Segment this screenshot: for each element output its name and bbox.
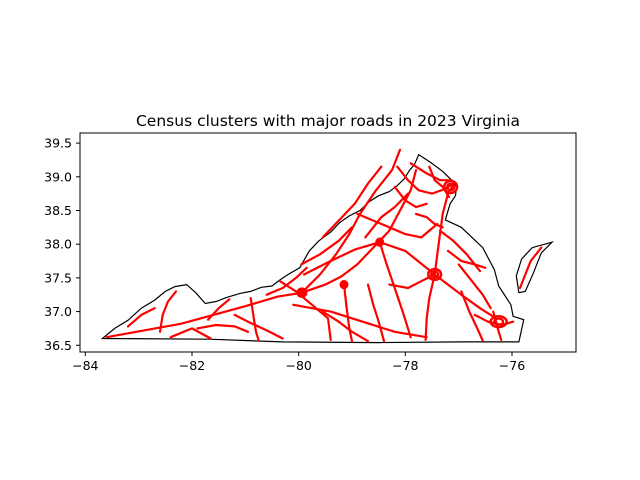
road-cluster-inner — [493, 317, 505, 326]
road-segment — [388, 273, 436, 290]
state-boundary-layer — [100, 153, 555, 344]
road-cluster-inner — [298, 289, 306, 297]
road-segment — [460, 290, 484, 342]
road-cluster — [489, 315, 508, 329]
road-segment — [302, 241, 436, 276]
state-boundary — [100, 153, 525, 344]
road-segment — [438, 229, 482, 273]
roads-layer — [105, 148, 543, 343]
road-segment — [342, 283, 354, 343]
road-segment — [518, 246, 543, 290]
y-tick-label: 38.0 — [44, 237, 72, 252]
eastern-shore-boundary — [515, 241, 555, 294]
road-segment — [169, 327, 212, 340]
x-tick-label: −80 — [285, 358, 311, 373]
road-segment — [457, 263, 492, 310]
road-cluster — [339, 279, 349, 290]
road-segment — [356, 212, 439, 239]
road-segment — [414, 212, 444, 229]
y-tick-label: 37.5 — [44, 270, 72, 285]
road-segment — [233, 313, 284, 340]
road-segment — [278, 280, 332, 341]
road-cluster — [443, 179, 459, 195]
road-segment — [364, 192, 410, 239]
road-cluster-inner — [430, 270, 440, 279]
axes-frame — [79, 132, 577, 353]
road-segment — [300, 148, 402, 294]
road-segment — [249, 297, 260, 342]
plot-area — [79, 132, 577, 353]
road-segment — [126, 307, 156, 328]
road-segment — [433, 183, 455, 276]
x-axis: −84 −82 −80 −78 −76 — [72, 352, 525, 373]
y-tick-label: 38.5 — [44, 203, 72, 218]
road-cluster — [427, 267, 443, 282]
y-tick-label: 37.0 — [44, 304, 72, 319]
road-segment — [300, 226, 354, 266]
road-cluster — [296, 287, 308, 298]
road-segment — [196, 323, 250, 333]
road-segment — [321, 310, 370, 343]
road-segment — [393, 185, 428, 209]
road-segment — [424, 273, 436, 341]
x-tick-label: −84 — [72, 358, 98, 373]
y-tick-label: 39.0 — [44, 169, 72, 184]
road-segment — [321, 165, 383, 239]
x-tick-label: −76 — [499, 358, 525, 373]
x-tick-label: −78 — [392, 358, 418, 373]
road-cluster — [375, 237, 385, 247]
road-cluster-inner — [446, 182, 456, 192]
road-segment — [366, 283, 386, 343]
map-title: Census clusters with major roads in 2023… — [136, 112, 520, 130]
road-segment — [446, 249, 487, 269]
road-segment — [409, 162, 452, 182]
y-axis: 36.5 37.0 37.5 38.0 38.5 39.0 39.5 — [44, 136, 80, 353]
road-cluster-inner — [376, 239, 383, 246]
x-tick-label: −82 — [179, 358, 205, 373]
road-segment — [433, 273, 498, 320]
road-segment — [158, 290, 178, 333]
road-segment — [265, 266, 308, 296]
y-tick-label: 36.5 — [44, 338, 72, 353]
y-tick-label: 39.5 — [44, 136, 72, 151]
road-segment — [378, 241, 412, 339]
road-cluster-inner — [341, 281, 347, 288]
road-segment — [206, 298, 231, 321]
